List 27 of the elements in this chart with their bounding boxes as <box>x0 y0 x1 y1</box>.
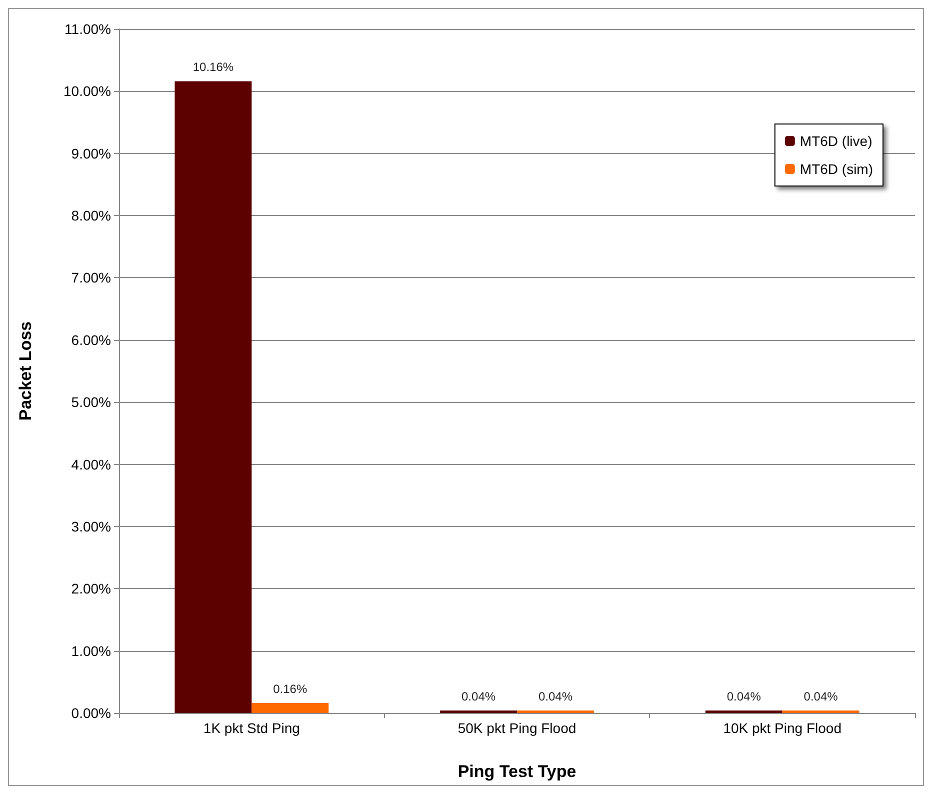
y-tick-label: 8.00% <box>71 208 111 224</box>
y-axis-title: Packet Loss <box>16 321 35 421</box>
bar <box>252 703 329 713</box>
y-tick-label: 5.00% <box>71 394 111 410</box>
x-tick-label: 1K pkt Std Ping <box>203 720 300 736</box>
data-label: 0.04% <box>538 690 573 704</box>
y-tick-label: 6.00% <box>71 332 111 348</box>
y-tick-label: 11.00% <box>64 21 111 37</box>
data-label: 0.04% <box>462 690 496 704</box>
y-tick-label: 4.00% <box>71 456 111 472</box>
data-label: 10.16% <box>192 60 234 74</box>
y-tick-label: 9.00% <box>71 145 111 162</box>
x-axis-title: Ping Test Type <box>458 762 576 781</box>
y-tick-label: 10.00% <box>64 83 111 100</box>
data-label: 0.16% <box>273 682 308 696</box>
legend-label: MT6D (sim) <box>800 161 874 177</box>
x-tick-label: 50K pkt Ping Flood <box>458 720 576 736</box>
x-tick-label: 10K pkt Ping Flood <box>723 720 842 736</box>
y-tick-label: 7.00% <box>71 270 111 286</box>
y-tick-label: 0.00% <box>71 705 111 721</box>
y-tick-label: 1.00% <box>71 642 111 659</box>
data-label: 0.04% <box>726 690 762 704</box>
legend-label: MT6D (live) <box>800 133 872 149</box>
y-tick-label: 2.00% <box>71 580 111 597</box>
data-label: 0.04% <box>804 690 838 704</box>
bar <box>174 81 252 713</box>
y-tick-label: 3.00% <box>71 518 111 534</box>
